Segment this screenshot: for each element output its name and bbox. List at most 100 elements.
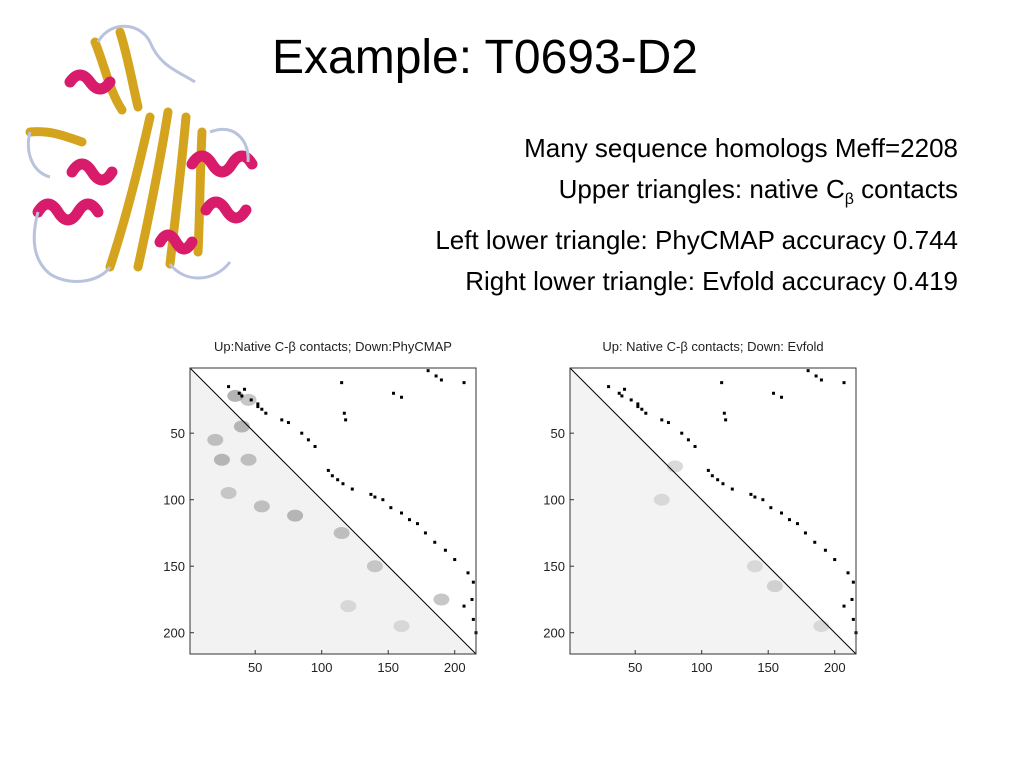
native-contact-point <box>443 548 447 552</box>
native-contact-point <box>623 387 627 391</box>
native-contact-point <box>336 478 340 482</box>
native-contact-point <box>462 604 466 608</box>
predicted-contact-blob <box>766 580 783 593</box>
x-tick-label: 100 <box>691 660 713 675</box>
native-contact-point <box>819 378 823 382</box>
native-contact-point <box>415 522 419 526</box>
predicted-contact-blob <box>220 487 237 500</box>
coil-loops <box>26 24 250 283</box>
info-line-upper-sub: β <box>844 191 854 208</box>
native-contact-point <box>607 385 611 389</box>
native-contact-point <box>722 411 726 415</box>
native-contact-point <box>426 369 430 373</box>
native-contact-point <box>629 398 633 402</box>
info-block: Many sequence homologs Meff=2208 Upper t… <box>435 128 958 302</box>
predicted-contact-blob <box>213 453 230 466</box>
plot-frame <box>189 367 477 655</box>
native-contact-point <box>644 411 648 415</box>
predicted-contact-blob <box>207 433 224 446</box>
native-contact-point <box>761 498 765 502</box>
native-contact-point <box>256 402 260 406</box>
native-contact-point <box>466 571 470 575</box>
native-contact-point <box>344 418 348 422</box>
predicted-contact-blob <box>340 600 357 613</box>
predicted-contact-blob <box>813 620 830 633</box>
native-contact-point <box>814 374 818 378</box>
native-contact-point <box>392 391 396 395</box>
plot-frame <box>569 367 857 655</box>
x-tick-label: 150 <box>377 660 399 675</box>
diagonal-line <box>569 367 857 655</box>
predicted-contact-blob <box>333 526 350 539</box>
info-line-upper: Upper triangles: native Cβ contacts <box>435 169 958 220</box>
y-tick-label: 50 <box>551 426 565 441</box>
info-line-meff: Many sequence homologs Meff=2208 <box>524 133 958 163</box>
native-contact-point <box>240 394 244 398</box>
native-contact-point <box>617 391 621 395</box>
native-contact-point <box>423 531 427 535</box>
chart-title: Up: Native C-β contacts; Down: Evfold <box>602 339 823 354</box>
protein-structure-image <box>25 24 258 283</box>
beta-strands <box>25 27 207 272</box>
native-contact-point <box>787 518 791 522</box>
native-contact-point <box>823 548 827 552</box>
predicted-contact-blob <box>667 460 684 473</box>
native-contact-point <box>256 405 260 409</box>
predicted-contact-blob <box>433 593 450 606</box>
native-contact-point <box>453 558 457 562</box>
slide-title: Example: T0693-D2 <box>272 31 698 84</box>
native-contact-point <box>636 405 640 409</box>
native-contact-point <box>720 381 724 385</box>
contact-map-phycmap: Up:Native C-β contacts; Down:PhyCMAP 50 10… <box>163 339 478 675</box>
predicted-contact-blob <box>653 493 670 506</box>
native-contact-point <box>636 402 640 406</box>
x-tick-label: 50 <box>248 660 262 675</box>
native-contact-point <box>780 395 784 399</box>
native-contact-point <box>686 438 690 442</box>
native-contact-point <box>237 391 241 395</box>
native-contact-point <box>724 418 728 422</box>
native-contact-point <box>842 381 846 385</box>
y-tick-label: 200 <box>163 626 185 641</box>
native-contact-point <box>381 498 385 502</box>
native-contact-point <box>407 518 411 522</box>
native-contact-point <box>813 540 817 544</box>
predicted-contact-blob <box>233 420 250 433</box>
chart-title: Up:Native C-β contacts; Down:PhyCMAP <box>214 339 452 354</box>
x-tick-label: 50 <box>628 660 642 675</box>
native-contact-point <box>795 522 799 526</box>
native-contact-point <box>249 398 253 402</box>
y-tick-label: 100 <box>543 493 565 508</box>
native-contact-point <box>400 395 404 399</box>
native-contact-point <box>680 431 684 435</box>
native-contact-point <box>721 482 725 486</box>
native-contact-point <box>313 444 317 448</box>
native-contact-point <box>846 571 850 575</box>
info-line-phycmap: Left lower triangle: PhyCMAP accuracy 0.… <box>435 225 958 255</box>
predicted-contact-blob <box>253 500 270 513</box>
native-contact-point <box>753 495 757 499</box>
native-contact-point <box>730 487 734 491</box>
native-contact-point <box>640 407 644 411</box>
native-contact-point <box>850 597 854 601</box>
native-contact-point <box>666 421 670 425</box>
native-contact-point <box>833 558 837 562</box>
native-contact-point <box>342 411 346 415</box>
native-contact-point <box>340 381 344 385</box>
native-contact-point <box>350 487 354 491</box>
x-tick-label: 100 <box>311 660 333 675</box>
native-contact-point <box>471 580 475 584</box>
native-contact-point <box>341 482 345 486</box>
native-contact-point <box>806 369 810 373</box>
native-contact-point <box>851 617 855 621</box>
native-contact-point <box>803 531 807 535</box>
native-contact-point <box>243 387 247 391</box>
x-tick-label: 200 <box>824 660 846 675</box>
native-contact-point <box>780 511 784 515</box>
native-contact-point <box>710 474 714 478</box>
native-contact-point <box>842 604 846 608</box>
native-contact-point <box>227 385 231 389</box>
native-contact-point <box>264 411 268 415</box>
contact-map-evfold: Up: Native C-β contacts; Down: Evfold 50 1… <box>543 339 858 675</box>
native-contact-point <box>706 468 710 472</box>
